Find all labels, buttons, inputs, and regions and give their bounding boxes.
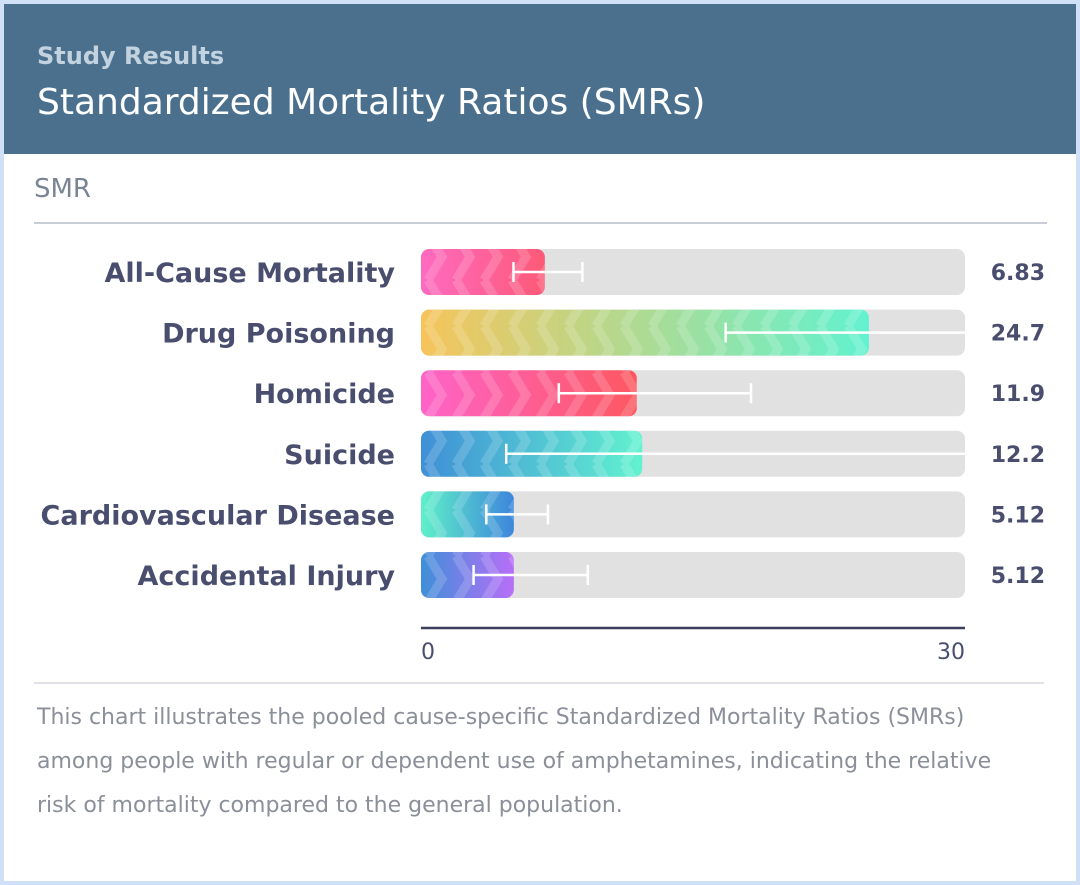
value-label: 11.9 xyxy=(991,382,1045,407)
error-bar xyxy=(557,383,753,404)
bar-pattern xyxy=(421,552,514,598)
category-label: Suicide xyxy=(284,440,395,471)
category-label: Cardiovascular Disease xyxy=(41,500,395,531)
value-label: 12.2 xyxy=(991,443,1045,468)
value-label: 24.7 xyxy=(991,322,1045,347)
error-bar xyxy=(504,443,965,464)
x-tick-label: 0 xyxy=(421,640,435,665)
page-title: Standardized Mortality Ratios (SMRs) xyxy=(37,82,706,123)
divider xyxy=(34,682,1044,684)
category-label: Homicide xyxy=(254,379,395,410)
x-tick-label: 30 xyxy=(937,640,965,665)
smr-bar-chart: All-Cause Mortality 6.83 Drug Poisoning 24.… xyxy=(41,249,1045,665)
bar-pattern xyxy=(421,309,869,356)
chart-description: This chart illustrates the pooled cause-… xyxy=(37,705,992,818)
bar-track xyxy=(421,552,965,598)
value-label: 6.83 xyxy=(991,261,1045,286)
category-label: Drug Poisoning xyxy=(162,319,395,350)
header-eyebrow: Study Results xyxy=(37,42,225,70)
bar-pattern xyxy=(421,370,637,417)
bar-pattern xyxy=(421,491,514,538)
bar-pattern xyxy=(421,249,545,295)
error-bar xyxy=(724,322,965,343)
value-label: 5.12 xyxy=(991,503,1045,528)
category-label: Accidental Injury xyxy=(138,561,396,592)
category-label: All-Cause Mortality xyxy=(104,258,395,289)
error-bar xyxy=(472,565,590,585)
divider xyxy=(34,222,1047,224)
card-header: Study Results Standardized Mortality Rat… xyxy=(4,4,1076,154)
section-label: SMR xyxy=(34,174,92,204)
value-label: 5.12 xyxy=(991,564,1045,589)
bar-track xyxy=(421,249,965,295)
bar-track xyxy=(421,491,965,538)
error-bar xyxy=(512,262,584,282)
results-card: Study Results Standardized Mortality Rat… xyxy=(4,4,1076,881)
error-bar xyxy=(485,504,550,525)
